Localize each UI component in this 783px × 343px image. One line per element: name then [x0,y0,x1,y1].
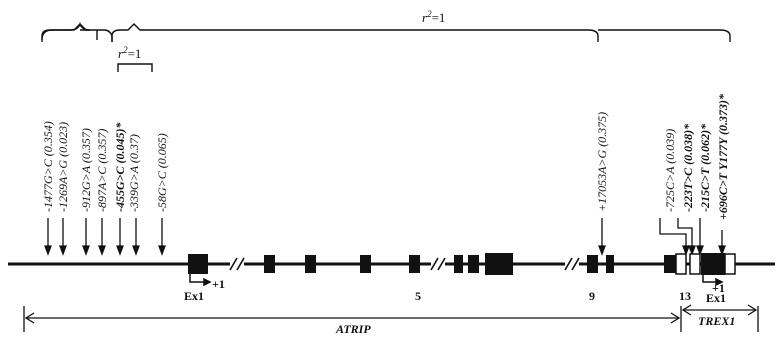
exon-box [606,255,614,273]
exon-box [664,255,676,273]
atrip-exons [188,253,687,275]
snp-label: -1477G>C (0.354) [41,121,55,212]
exon5-label: 5 [415,289,421,303]
exon-box [409,255,420,273]
bracket-left-group [41,23,95,42]
r2-small-label: r2=1 [118,45,141,61]
exon13-label: 13 [679,289,691,303]
snp-label: -725C>A (0.039) [663,129,677,212]
exon-box [360,255,371,273]
snp-arrows [44,218,726,256]
exon-box [454,255,463,273]
exon-box [689,253,701,275]
trex1-exon1-label: Ex1 [706,291,726,305]
trex1-gene-label: TREX1 [698,314,735,328]
snp-label: -912G>A (0.357) [79,128,93,212]
exon-box [675,253,687,275]
snp-label: -1269A>G (0.023) [56,122,70,212]
genomic-line [8,256,775,272]
bracket-main-r2 [111,23,599,42]
exon-box [485,253,513,275]
exon-box [264,255,275,273]
snp-label: +17053A>G (0.375) [595,112,609,212]
bracket-right-long [598,29,731,42]
snp-label: +696C>T Y177Y (0.373)* [716,93,730,220]
snp-label: -897A>C (0.357) [95,129,109,212]
exon-box [188,254,208,274]
exon9-label: 9 [589,289,595,303]
gene-spans [23,304,759,332]
exon-box [724,253,736,275]
snp-labels: -1477G>C (0.354) -1269A>G (0.023) -912G>… [41,93,730,220]
snp-label: -58G>C (0.065) [155,133,169,212]
snp-label: -223T>C (0.038)* [681,123,695,212]
snp-label: -215C>T (0.062)* [698,123,712,212]
exon-box [468,255,479,273]
exon-box [587,255,598,273]
small-linkage-bracket [117,63,153,72]
r2-top-label: r2=1 [422,9,445,25]
trex1-exons [689,253,736,275]
atrip-exon1-label: Ex1 [184,289,204,303]
atrip-gene-label: ATRIP [335,322,371,336]
linkage-brackets [41,21,731,42]
snp-label: -455G>C (0.045)* [113,122,127,212]
snp-label: -339G>A (0.37) [127,134,141,212]
bracket-right-group [95,29,113,42]
trex1-tss-label: +1 [712,281,725,295]
tss-arrows [189,274,724,287]
exon-box [701,253,725,275]
exon-box [305,255,316,273]
atrip-tss-label: +1 [212,277,225,291]
